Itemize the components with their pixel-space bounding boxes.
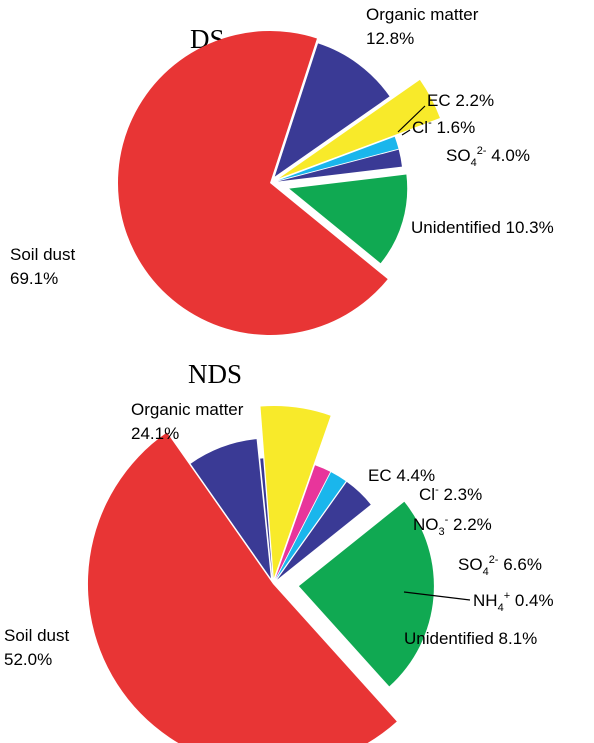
nds-leader-lines (403, 591, 471, 601)
nds-ec-label: EC 4.4% (368, 466, 435, 485)
nds-pie-chart: NDS Organic matter 24.1% EC 4.4% Cl- 2.3… (4, 359, 554, 743)
ds-cl-label: Cl- 1.6% (412, 117, 475, 137)
ds-ec-leader (397, 105, 426, 133)
ds-slices (117, 30, 440, 335)
nds-slice-unidentified (190, 439, 271, 579)
ds-unidentified-label: Unidentified 10.3% (411, 218, 554, 237)
ds-organic-value: 12.8% (366, 29, 414, 48)
ds-soil-value: 69.1% (10, 269, 58, 288)
nds-title: NDS (188, 359, 242, 389)
ds-slice-organic-matter (289, 174, 408, 264)
nds-so4-label: SO42- 6.6% (458, 554, 542, 578)
nds-nh4-leader (403, 591, 471, 601)
nds-nh4-label: NH4+ 0.4% (473, 590, 554, 614)
ds-ec-label: EC 2.2% (427, 91, 494, 110)
nds-slice-organic-matter (298, 501, 434, 687)
ds-slice-soil-dust (117, 30, 388, 335)
nds-no3-label: NO3- 2.2% (413, 514, 492, 538)
ds-organic-label: Organic matter (366, 5, 479, 24)
nds-slice-cl (276, 472, 346, 579)
nds-organic-value: 24.1% (131, 424, 179, 443)
ds-slice-cl (277, 136, 399, 181)
ds-so4-label: SO42- 4.0% (446, 145, 530, 169)
nds-slice-soil-dust (87, 432, 397, 743)
nds-slice-no3 (275, 465, 331, 579)
nds-slice-nh4 (260, 458, 273, 579)
ds-pie-chart: DS Organic matter 12.8% EC 2.2% Cl- 1.6%… (10, 5, 554, 335)
ds-soil-label: Soil dust (10, 245, 75, 264)
nds-unidentified-label: Unidentified 8.1% (404, 629, 537, 648)
nds-slice-so4 (260, 406, 331, 579)
nds-slices (87, 406, 434, 743)
ds-slice-ec (277, 149, 402, 182)
nds-cl-label: Cl- 2.3% (419, 484, 482, 504)
nds-soil-value: 52.0% (4, 650, 52, 669)
ds-slice-unidentified (274, 43, 390, 177)
nds-soil-label: Soil dust (4, 626, 69, 645)
ds-cl-leader (401, 129, 411, 136)
nds-slice-ec (277, 481, 371, 580)
ds-leader-lines (397, 105, 426, 136)
ds-slice-so4 (278, 79, 440, 179)
nds-organic-label: Organic matter (131, 400, 244, 419)
